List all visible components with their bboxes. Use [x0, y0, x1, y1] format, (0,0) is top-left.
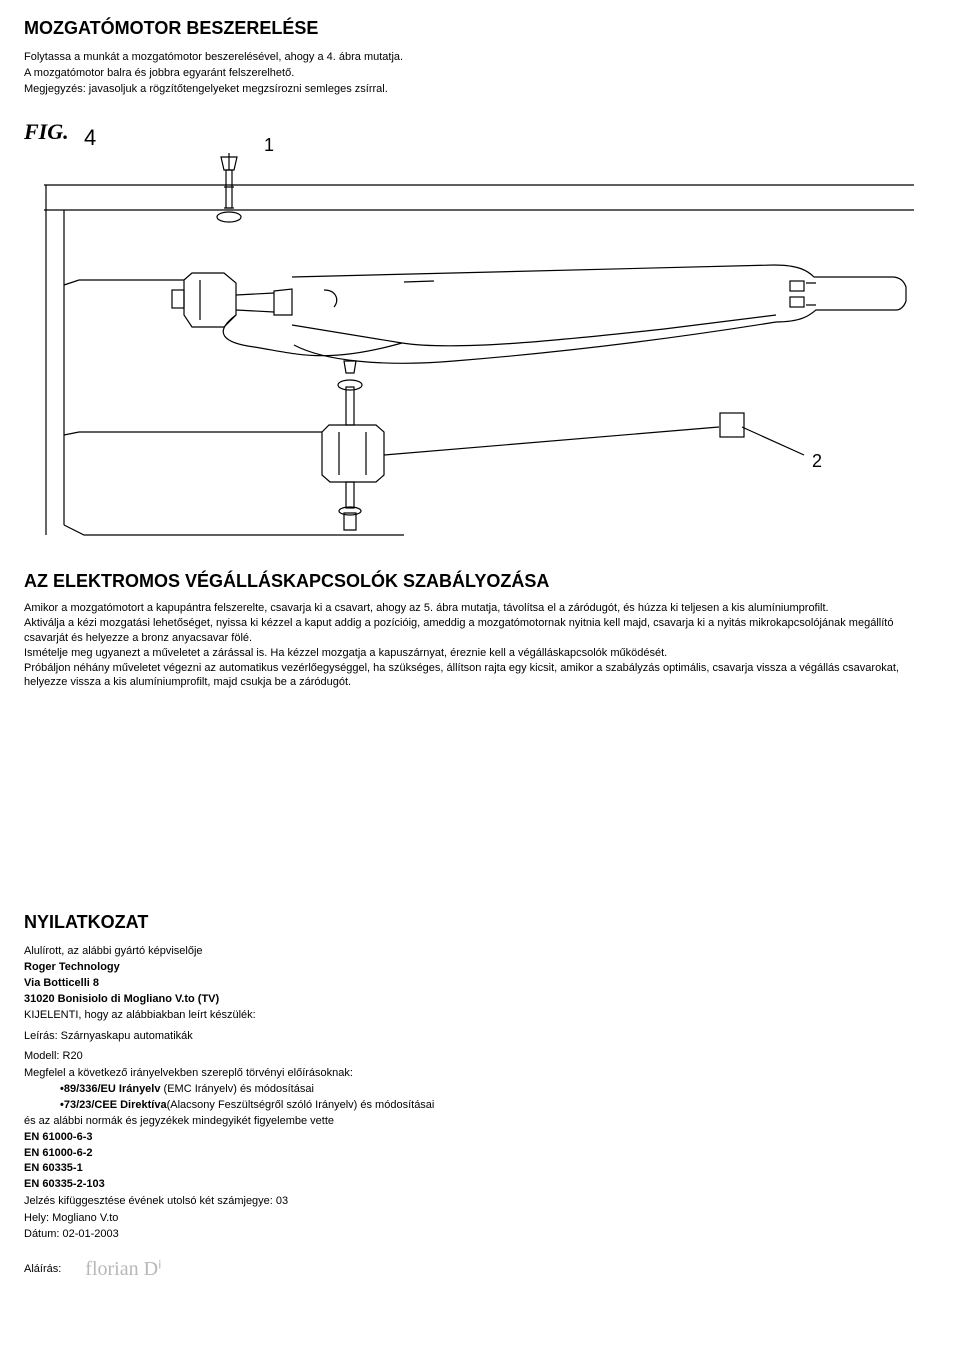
date-line: Dátum: 02-01-2003: [24, 1227, 936, 1242]
section1-p1: Folytassa a munkát a mozgatómotor beszer…: [24, 50, 936, 65]
section2-p3: Ismételje meg ugyanezt a műveletet a zár…: [24, 646, 936, 661]
signature-script: florian Dⁱ: [77, 1256, 161, 1283]
company-addr2: 31020 Bonisiolo di Mogliano V.to (TV): [24, 992, 936, 1007]
section2-title: AZ ELEKTROMOS VÉGÁLLÁSKAPCSOLÓK SZABÁLYO…: [24, 569, 936, 593]
figure-annotation-1: 1: [264, 135, 274, 155]
declaration-block: NYILATKOZAT Alulírott, az alábbi gyártó …: [24, 910, 936, 1282]
figure-4: FIG. 4: [24, 115, 914, 545]
place-line: Hely: Mogliano V.to: [24, 1211, 936, 1226]
company-addr1: Via Botticelli 8: [24, 976, 936, 991]
and-norms: és az alábbi normák és jegyzékek mindegy…: [24, 1114, 936, 1129]
en-2: EN 61000-6-2: [24, 1146, 936, 1161]
directive-2-rest: (Alacsony Feszültségről szóló Irányelv) …: [167, 1099, 435, 1111]
section2-body: Amikor a mozgatómotort a kapupántra fels…: [24, 601, 936, 690]
declaration-title: NYILATKOZAT: [24, 910, 936, 934]
section1-body: Folytassa a munkát a mozgatómotor beszer…: [24, 50, 936, 97]
desc-line: Leírás: Szárnyaskapu automatikák: [24, 1029, 936, 1044]
declares-line: KIJELENTI, hogy az alábbiakban leírt kés…: [24, 1008, 936, 1023]
company-name: Roger Technology: [24, 960, 936, 975]
en-4: EN 60335-2-103: [24, 1177, 936, 1192]
signature-row: Aláírás: florian Dⁱ: [24, 1256, 936, 1283]
section2-p4: Próbáljon néhány műveletet végezni az au…: [24, 661, 936, 691]
model-line: Modell: R20: [24, 1049, 936, 1064]
section1-p2: A mozgatómotor balra és jobbra egyaránt …: [24, 66, 936, 81]
en-3: EN 60335-1: [24, 1161, 936, 1176]
figure-annotation-2: 2: [812, 451, 822, 471]
year-line: Jelzés kifüggesztése évének utolsó két s…: [24, 1194, 936, 1209]
conforms-line: Megfelel a következő irányelvekben szere…: [24, 1066, 936, 1081]
signature-label: Aláírás:: [24, 1262, 61, 1277]
section1-title: MOZGATÓMOTOR BESZERELÉSE: [24, 16, 936, 40]
section1-p3: Megjegyzés: javasoljuk a rögzítőtengelye…: [24, 82, 936, 97]
en-1: EN 61000-6-3: [24, 1130, 936, 1145]
figure-label-number: 4: [84, 125, 96, 150]
section2-p2: Aktiválja a kézi mozgatási lehetőséget, …: [24, 616, 936, 646]
directive-1-rest: (EMC Irányelv) és módosításai: [160, 1083, 313, 1095]
declaration-intro: Alulírott, az alábbi gyártó képviselője: [24, 944, 936, 959]
figure-label-prefix: FIG.: [24, 119, 69, 144]
figure-4-svg: FIG. 4: [24, 115, 914, 545]
directive-2: •73/23/CEE Direktíva(Alacsony Feszültség…: [24, 1098, 936, 1113]
directive-1-bold: •89/336/EU Irányelv: [60, 1083, 160, 1095]
directive-1: •89/336/EU Irányelv (EMC Irányelv) és mó…: [24, 1082, 936, 1097]
section2-p1: Amikor a mozgatómotort a kapupántra fels…: [24, 601, 936, 616]
directive-2-bold: •73/23/CEE Direktíva: [60, 1099, 167, 1111]
